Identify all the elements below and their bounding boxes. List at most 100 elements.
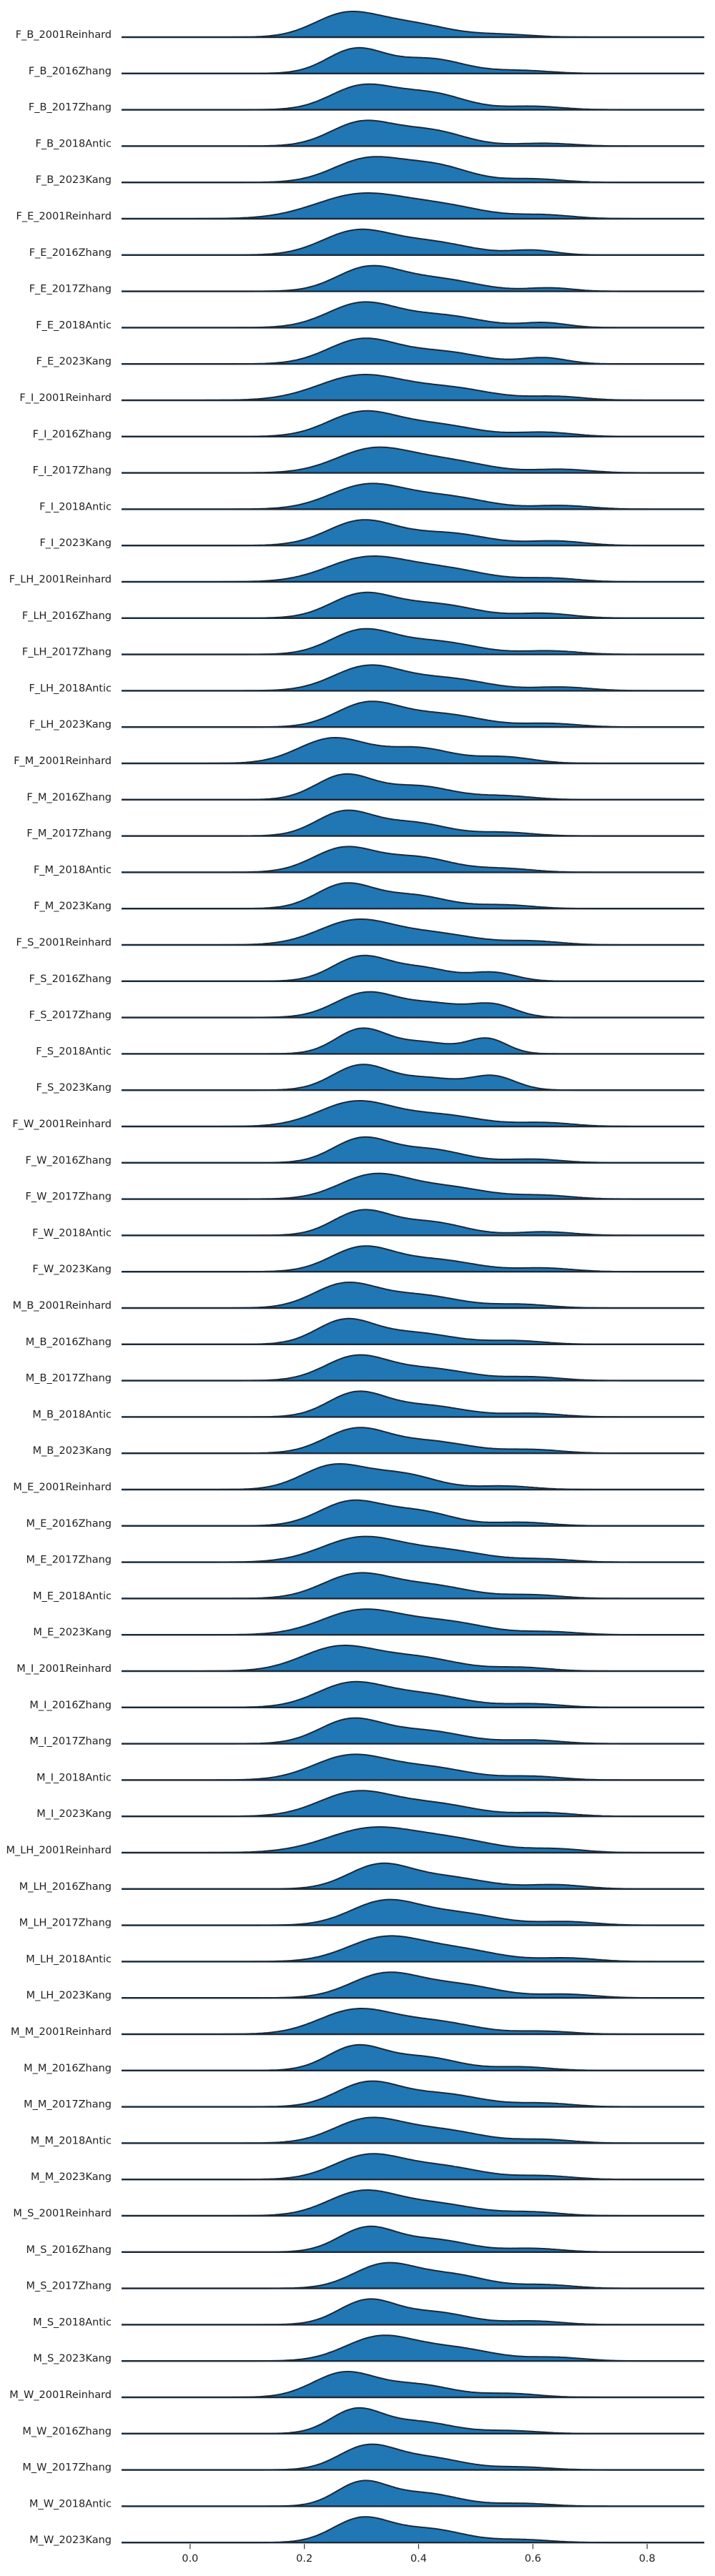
ridge-area [122,919,704,945]
ridge-area [122,1464,704,1490]
ridge-area [122,84,704,110]
ridge-area [122,2008,704,2034]
row-label: M_LH_2017Zhang [19,1918,112,1929]
ridge-area [122,520,704,546]
ridge-area [122,846,704,873]
ridge-area [122,2517,704,2543]
row-label: M_M_2023Kang [31,2171,112,2183]
x-tick-label: 0.2 [296,2553,312,2565]
row-label: M_B_2001Reinhard [13,1300,112,1312]
row-label: F_I_2017Zhang [33,465,112,477]
ridge-F_W_2001Reinhard: F_W_2001Reinhard [12,1100,704,1130]
row-label: F_E_2023Kang [36,356,112,367]
ridge-F_LH_2017Zhang: F_LH_2017Zhang [22,628,704,658]
ridge-area [122,628,704,655]
ridge-F_M_2016Zhang: F_M_2016Zhang [26,773,704,803]
row-label: M_B_2016Zhang [26,1337,112,1348]
row-label: M_E_2023Kang [33,1627,112,1638]
row-label: M_B_2018Antic [32,1409,112,1420]
ridge-M_S_2017Zhang: M_S_2017Zhang [26,2262,704,2292]
ridge-M_E_2016Zhang: M_E_2016Zhang [26,1499,704,1530]
row-label: F_W_2001Reinhard [12,1119,112,1130]
ridge-F_W_2023Kang: F_W_2023Kang [32,1245,704,1275]
x-tick-label: 0.4 [410,2553,427,2565]
ridge-area [122,2335,704,2362]
ridge-M_LH_2016Zhang: M_LH_2016Zhang [19,1862,704,1893]
ridge-M_W_2023Kang: M_W_2023Kang [29,2516,704,2546]
ridge-area [122,1391,704,1417]
ridge-F_E_2016Zhang: F_E_2016Zhang [29,228,704,259]
ridge-F_M_2017Zhang: F_M_2017Zhang [26,809,704,840]
ridge-area [122,592,704,618]
ridge-F_B_2023Kang: F_B_2023Kang [36,156,704,186]
ridge-M_I_2023Kang: M_I_2023Kang [36,1790,704,1820]
row-label: M_B_2023Kang [33,1445,112,1457]
ridge-M_LH_2017Zhang: M_LH_2017Zhang [19,1898,704,1929]
row-label: F_LH_2023Kang [29,719,112,730]
ridge-M_S_2016Zhang: M_S_2016Zhang [26,2225,704,2256]
ridge-area [122,1899,704,1926]
ridge-area [122,1536,704,1562]
ridge-area [122,2190,704,2216]
ridge-F_B_2001Reinhard: F_B_2001Reinhard [16,11,704,41]
ridge-M_W_2018Antic: M_W_2018Antic [29,2480,704,2510]
ridge-F_LH_2023Kang: F_LH_2023Kang [29,700,704,730]
ridge-area [122,1173,704,1199]
ridge-area [122,2444,704,2470]
row-label: F_S_2017Zhang [29,1010,112,1021]
row-label: M_W_2018Antic [29,2498,112,2510]
row-label: F_S_2016Zhang [29,974,112,985]
row-label: F_LH_2001Reinhard [9,574,112,585]
ridge-F_B_2017Zhang: F_B_2017Zhang [29,83,704,114]
ridge-area [122,1972,704,1998]
ridge-area [122,2226,704,2252]
ridge-F_S_2018Antic: F_S_2018Antic [36,1027,704,1057]
ridge-area [122,1427,704,1454]
ridge-area [122,1790,704,1817]
ridge-F_B_2016Zhang: F_B_2016Zhang [29,46,704,77]
ridge-area [122,1718,704,1744]
row-label: F_E_2018Antic [36,319,112,331]
row-label: F_M_2017Zhang [26,828,112,840]
x-axis: 0.0 0.2 0.4 0.6 0.8 [182,2544,656,2565]
ridge-M_E_2018Antic: M_E_2018Antic [33,1572,704,1602]
ridge-area [122,47,704,74]
ridge-F_E_2018Antic: F_E_2018Antic [36,301,704,331]
ridge-F_I_2023Kang: F_I_2023Kang [39,519,704,549]
ridge-M_B_2023Kang: M_B_2023Kang [33,1427,704,1457]
ridge-M_M_2018Antic: M_M_2018Antic [31,2116,704,2146]
ridge-area [122,2081,704,2107]
ridge-M_I_2017Zhang: M_I_2017Zhang [29,1717,704,1748]
ridge-F_S_2016Zhang: F_S_2016Zhang [29,954,704,985]
ridge-area [122,991,704,1018]
ridge-area [122,701,704,728]
row-label: F_E_2016Zhang [29,247,112,259]
ridge-area [122,1645,704,1671]
ridge-F_M_2001Reinhard: F_M_2001Reinhard [14,736,704,767]
ridge-area [122,2299,704,2325]
ridge-M_I_2018Antic: M_I_2018Antic [36,1753,704,1783]
ridge-F_W_2018Antic: F_W_2018Antic [32,1209,704,1239]
ridge-area [122,1246,704,1272]
ridge-F_E_2001Reinhard: F_E_2001Reinhard [16,192,704,222]
row-label: F_M_2016Zhang [26,792,112,803]
ridge-area [122,229,704,255]
ridge-M_E_2017Zhang: M_E_2017Zhang [26,1535,704,1566]
row-label: M_S_2017Zhang [26,2281,112,2292]
ridge-area [122,955,704,981]
ridge-area [122,810,704,836]
ridge-area [122,193,704,219]
ridge-area [122,1318,704,1344]
ridge-area [122,1863,704,1889]
row-label: F_S_2023Kang [36,1082,112,1094]
ridge-F_S_2017Zhang: F_S_2017Zhang [29,991,704,1021]
ridge-M_E_2001Reinhard: M_E_2001Reinhard [13,1462,704,1493]
ridge-F_I_2016Zhang: F_I_2016Zhang [33,410,704,440]
ridge-M_S_2023Kang: M_S_2023Kang [33,2334,704,2364]
ridge-area [122,2372,704,2397]
ridge-F_M_2023Kang: F_M_2023Kang [34,882,704,912]
ridge-M_I_2001Reinhard: M_I_2001Reinhard [16,1645,704,1675]
row-label: M_W_2001Reinhard [9,2389,112,2401]
